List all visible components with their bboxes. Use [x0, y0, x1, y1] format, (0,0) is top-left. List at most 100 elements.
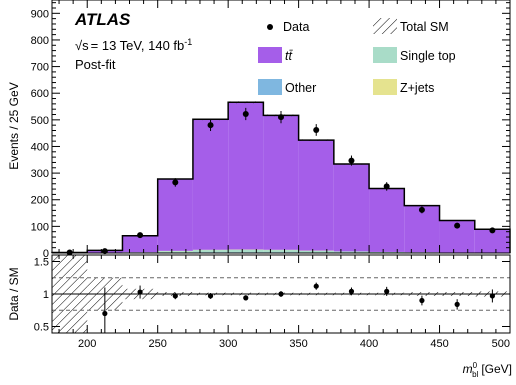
legend-ttbar-t: t — [285, 49, 289, 63]
legend-totalsm-label: Total SM — [400, 20, 449, 34]
bar-singletop-4 — [192, 250, 229, 253]
x-axis-label: m0 bl [GeV] — [463, 361, 512, 379]
main-y-tick-label-500: 500 — [31, 115, 49, 127]
ratio-point-11 — [489, 293, 495, 299]
bar-tt-9 — [369, 188, 405, 252]
bar-tt-8 — [333, 164, 370, 252]
main-panel: 0 100 200 300 400 500 600 700 800 900 Events / 25… — [7, 0, 511, 260]
ratio-point-5 — [278, 291, 284, 297]
total-sm-band-11 — [439, 220, 475, 221]
legend-zjets-swatch — [373, 79, 397, 95]
data-points — [66, 107, 496, 256]
legend-data-label: Data — [283, 20, 309, 34]
energy-lumi-text: = 13 TeV, 140 fb — [91, 38, 185, 53]
bar-tt-12 — [474, 229, 510, 253]
data-point-10 — [418, 206, 425, 213]
x-label-sub: bl — [472, 370, 478, 379]
ratio-point-3 — [207, 293, 214, 299]
data-point-3 — [172, 179, 179, 186]
post-fit-label: Post-fit — [75, 57, 116, 72]
main-y-tick-label-600: 600 — [31, 88, 49, 100]
legend-ttbar-tbar: t̄ — [288, 49, 293, 63]
data-point-5 — [242, 110, 249, 117]
legend: Data Total SM tt̄ Single top Other Z+jet… — [258, 18, 456, 95]
x-axis-ticks: 200 250 300 350 400 450 500 — [58, 255, 511, 350]
main-frame — [51, 0, 511, 254]
x-tick-label-300: 300 — [219, 338, 237, 350]
main-y-tick-label-100: 100 — [31, 221, 49, 233]
ratio-y-tick-label-1.5: 1.5 — [34, 257, 49, 269]
ratio-points — [102, 282, 495, 333]
main-y-tick-label-700: 700 — [31, 62, 49, 74]
x-label-sup: 0 — [473, 361, 478, 370]
ratio-point-10 — [454, 301, 460, 307]
bar-singletop-6 — [263, 250, 299, 253]
x-tick-label-200: 200 — [78, 338, 96, 350]
data-point-8 — [348, 157, 355, 164]
legend-totalsm-swatch — [373, 18, 397, 34]
ratio-point-7 — [348, 288, 355, 294]
x-tick-label-500: 500 — [492, 338, 510, 350]
main-y-tick-label-300: 300 — [31, 168, 49, 180]
bar-tt-3 — [157, 178, 193, 251]
data-point-2 — [137, 232, 144, 239]
total-sm-band-7 — [298, 139, 334, 141]
bar-tt-10 — [404, 205, 440, 253]
legend-other-label: Other — [285, 81, 316, 95]
bar-singletop-9 — [369, 251, 405, 253]
bar-singletop-2 — [122, 252, 158, 253]
x-tick-label-400: 400 — [360, 338, 378, 350]
data-point-4 — [207, 122, 214, 129]
data-point-6 — [278, 114, 284, 121]
bar-singletop-8 — [333, 251, 370, 253]
legend-ttbar-swatch — [258, 47, 282, 63]
legend-other-swatch — [258, 79, 282, 95]
legend-ttbar-label: tt̄ — [285, 49, 293, 63]
total-sm-band-10 — [404, 205, 440, 206]
bar-singletop-5 — [228, 249, 264, 253]
main-y-axis-label: Events / 25 GeV — [7, 82, 21, 169]
main-y-ticks: 0 100 200 300 400 500 600 700 800 900 — [31, 0, 511, 260]
main-y-tick-label-200: 200 — [31, 195, 49, 207]
main-y-tick-label-400: 400 — [31, 141, 49, 153]
ratio-point-9 — [419, 297, 425, 304]
ratio-point-2 — [172, 293, 178, 299]
ratio-point-4 — [243, 295, 249, 301]
ratio-y-tick-label-1: 1 — [43, 289, 49, 301]
main-y-tick-label-900: 900 — [31, 8, 49, 20]
bar-tt-7 — [298, 140, 334, 251]
energy-lumi-label: √s = 13 TeV, 140 fb-1 — [75, 37, 192, 53]
ratio-y-tick-label-0.5: 0.5 — [34, 322, 49, 334]
legend-data-marker — [267, 24, 273, 30]
legend-zjets-label: Z+jets — [400, 81, 434, 95]
sqrt-s-symbol: √s — [75, 38, 89, 53]
x-label-unit: [GeV] — [481, 362, 512, 376]
total-sm-band-5 — [228, 101, 264, 104]
stacked-histogram — [51, 101, 511, 254]
x-label-m: m — [463, 362, 473, 376]
data-point-0 — [66, 249, 73, 256]
bar-tt-5 — [228, 102, 264, 250]
ratio-y-ticks: 0.5 1 1.5 — [34, 257, 510, 334]
x-tick-label-250: 250 — [149, 338, 167, 350]
atlas-label: ATLAS — [74, 10, 131, 29]
bar-singletop-10 — [404, 252, 440, 253]
bar-singletop-3 — [157, 251, 193, 253]
ratio-panel: 0.511.5 200 250 300 350 400 450 500 Data / SM … — [7, 254, 512, 379]
ratio-point-8 — [384, 288, 390, 294]
bar-tt-6 — [263, 115, 299, 250]
bar-singletop-7 — [298, 250, 334, 253]
legend-singletop-swatch — [373, 47, 397, 63]
main-y-tick-label-0: 0 — [43, 248, 49, 260]
bar-tt-4 — [192, 119, 229, 250]
ratio-point-6 — [313, 283, 319, 289]
ratio-point-0 — [102, 310, 108, 317]
main-y-tick-label-800: 800 — [31, 35, 49, 47]
ratio-point-1 — [137, 289, 143, 295]
bar-tt-2 — [122, 235, 158, 253]
data-point-11 — [454, 222, 461, 229]
lumi-exponent: -1 — [184, 37, 192, 47]
data-point-9 — [383, 183, 390, 190]
data-point-12 — [489, 227, 496, 234]
x-tick-label-450: 450 — [430, 338, 448, 350]
